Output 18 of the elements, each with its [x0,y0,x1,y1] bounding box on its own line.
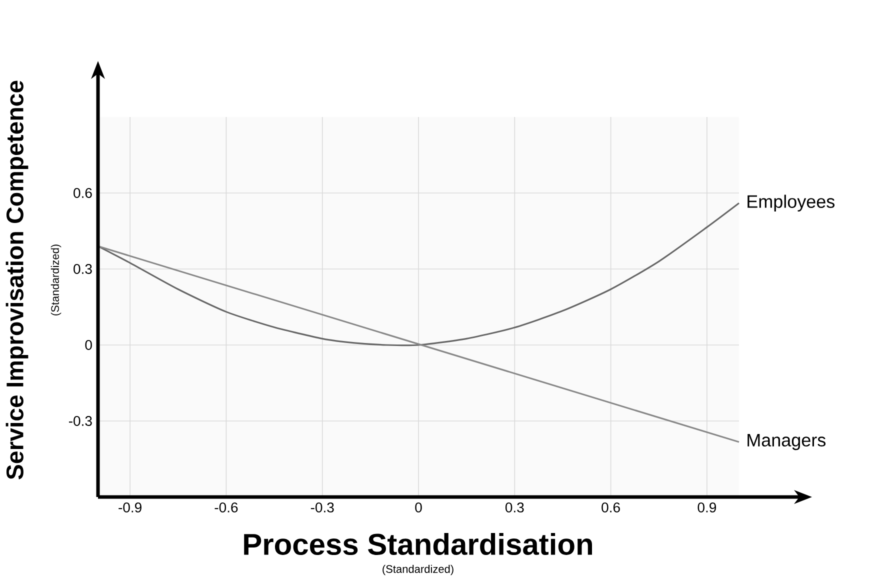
series-label: Managers [748,434,826,450]
x-tick-label: -0.6 [214,502,238,512]
x-axis-title: Process Standardisation [244,532,592,556]
y-tick-label: 0.6 [74,188,92,198]
x-tick-label: 0.6 [602,502,620,512]
y-tick-label: 0.3 [74,264,92,274]
x-tick-label: 0.9 [698,502,716,512]
y-axis-title: Service Improvisation Competence [6,80,28,480]
x-tick-label: -0.3 [310,502,334,512]
series-label: Employees [748,194,835,212]
x-tick-label: 0.3 [505,502,524,512]
x-tick-label: 0 [415,502,422,512]
text: (Standardized) [382,564,454,576]
y-tick-label: 0 [85,340,92,350]
text: (Standardized) [50,244,62,316]
line-series [97,202,740,346]
x-tick-label: -0.9 [118,502,142,512]
y-tick-label: -0.3 [68,416,92,426]
